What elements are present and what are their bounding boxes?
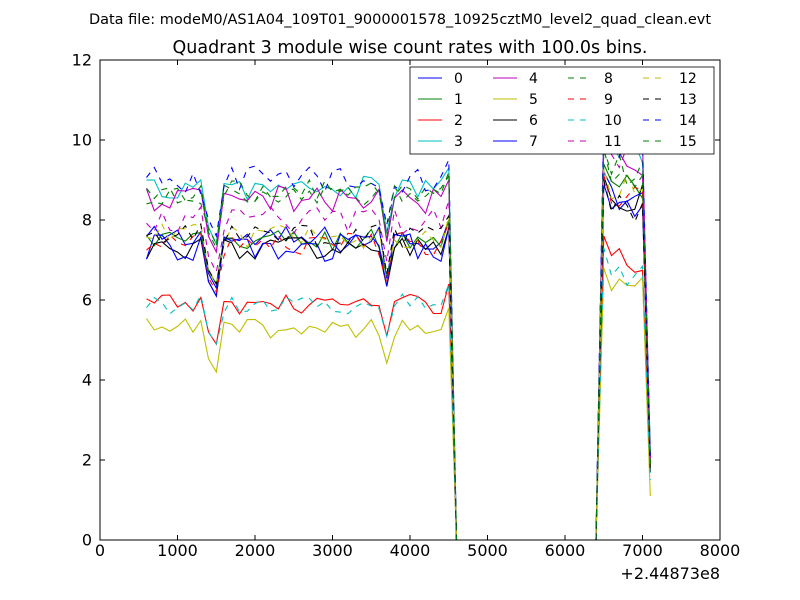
chart-title: Quadrant 3 module wise count rates with … [173, 38, 648, 58]
y-tick-label: 12 [72, 51, 92, 70]
legend-label: 1 [454, 92, 463, 108]
y-tick-label: 8 [82, 211, 92, 230]
chart-suptitle: Data file: modeM0/AS1A04_109T01_90000015… [89, 12, 711, 28]
series-line-10 [146, 247, 651, 540]
series-line-14 [146, 115, 651, 540]
legend-label: 12 [679, 71, 697, 87]
series-line-5 [146, 267, 651, 540]
legend-label: 11 [604, 134, 622, 150]
y-tick-label: 2 [82, 451, 92, 470]
y-tick-label: 6 [82, 291, 92, 310]
x-tick-label: 2000 [235, 541, 276, 560]
x-tick-label: 6000 [545, 541, 586, 560]
legend-label: 9 [604, 92, 613, 108]
legend-label: 13 [679, 92, 697, 108]
series-line-9 [146, 175, 651, 540]
x-tick-label: 8000 [700, 541, 741, 560]
legend-label: 2 [454, 113, 463, 129]
legend-label: 6 [529, 113, 538, 129]
series-line-7 [145, 183, 651, 540]
x-tick-label: 7000 [622, 541, 663, 560]
x-tick-label: 1000 [157, 541, 198, 560]
legend-label: 7 [529, 134, 538, 150]
series-line-3 [146, 123, 651, 540]
series-line-13 [146, 179, 651, 540]
legend-label: 10 [604, 113, 622, 129]
series-line-0 [146, 171, 651, 540]
x-offset-label: +2.44873e8 [620, 564, 720, 583]
legend-label: 15 [679, 134, 697, 150]
legend-label: 4 [529, 71, 538, 87]
y-tick-label: 0 [82, 531, 92, 550]
legend-frame [409, 66, 715, 155]
series-line-8 [146, 147, 651, 540]
x-tick-label: 0 [95, 541, 105, 560]
series-layer [145, 115, 651, 540]
legend-label: 0 [454, 71, 463, 87]
series-line-15 [146, 147, 651, 540]
x-tick-label: 4000 [390, 541, 431, 560]
legend-label: 5 [529, 92, 538, 108]
legend-label: 14 [679, 113, 697, 129]
y-tick-label: 4 [82, 371, 92, 390]
legend-label: 3 [454, 134, 463, 150]
y-tick-label: 10 [72, 131, 92, 150]
x-axis: 0 1000 2000 3000 4000 5000 6000 7000 8000 [95, 60, 740, 560]
legend-label: 8 [604, 71, 613, 87]
x-tick-label: 3000 [312, 541, 353, 560]
x-tick-label: 5000 [467, 541, 508, 560]
